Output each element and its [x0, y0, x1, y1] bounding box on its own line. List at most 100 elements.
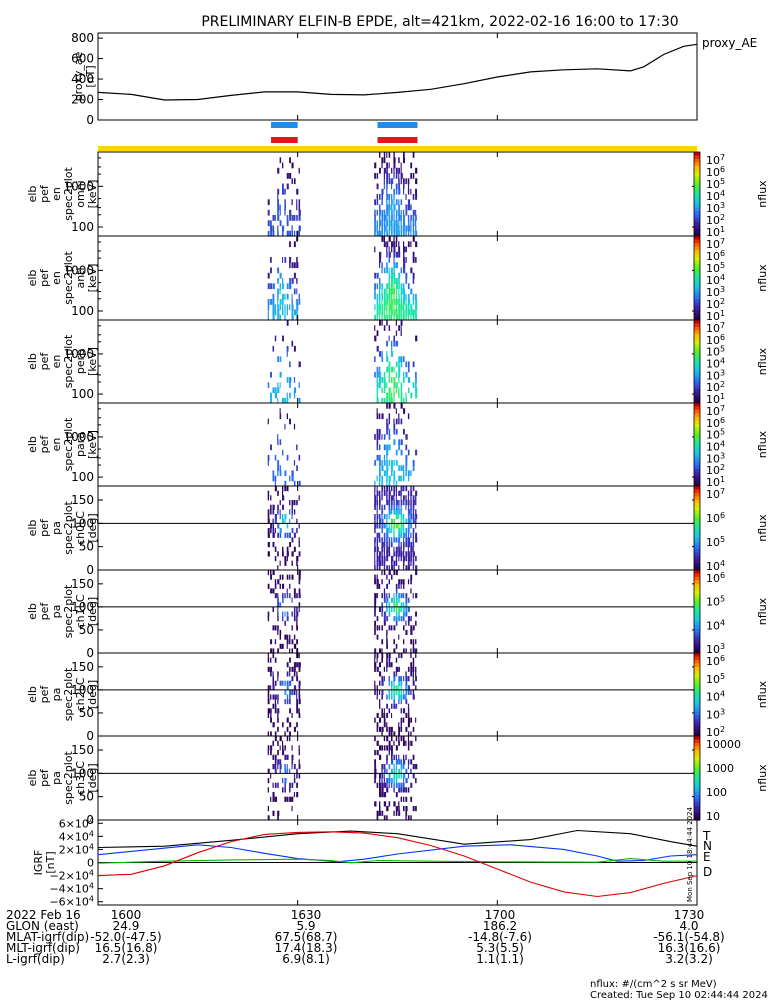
ylabel-line: [deg] — [86, 597, 99, 626]
spectrogram-cell — [279, 602, 282, 608]
colorbar-cell — [694, 570, 700, 575]
spectrogram-cell — [374, 272, 377, 279]
spectrogram-cell — [398, 183, 401, 190]
spectrogram-cell — [374, 680, 376, 686]
spectrogram-cell — [395, 387, 398, 394]
spectrogram-cell — [398, 801, 400, 807]
spectrogram-cell — [279, 470, 282, 477]
colorbar-cell — [694, 556, 700, 561]
colorbar-cell — [694, 795, 700, 800]
spectrogram-cell — [379, 782, 382, 788]
spectrogram-cell — [376, 685, 378, 691]
spectrogram-cell — [381, 708, 383, 714]
spectrogram-cell — [381, 230, 383, 237]
spectrogram-cell — [398, 611, 400, 617]
colorbar-tick-label: 102 — [706, 213, 725, 227]
spectrogram-cell — [415, 215, 417, 221]
spectrogram-cell — [393, 537, 396, 543]
spectrogram-cell — [270, 574, 272, 580]
spectrogram-cell — [277, 215, 280, 221]
spectrogram-cell — [393, 648, 396, 654]
spectrogram-cell — [379, 806, 381, 812]
spectrogram-cell — [400, 602, 403, 608]
colorbar-cell — [694, 663, 700, 668]
spectrogram-cell — [391, 288, 394, 295]
colorbar-cell — [694, 566, 700, 571]
spectrogram-cell — [410, 648, 412, 654]
spectrogram-cell — [296, 236, 298, 242]
colorbar-tick-label: 101 — [706, 475, 725, 489]
spectrogram-cell — [407, 787, 410, 793]
spectrogram-cell — [379, 500, 381, 506]
spectrogram-cell — [296, 773, 298, 779]
spectrogram-cell — [410, 504, 412, 510]
spectrogram-cell — [395, 523, 398, 529]
spectrogram-cell — [410, 689, 412, 695]
spectrogram-cell — [395, 486, 398, 492]
spectrogram-cell — [415, 639, 417, 645]
spectrogram-cell — [405, 392, 407, 399]
spectrogram-cell — [407, 542, 410, 548]
spectrogram-cell — [400, 546, 402, 552]
spectrogram-cell — [405, 556, 408, 562]
colorbar-cell — [694, 354, 700, 359]
spectrogram-cell — [405, 712, 408, 718]
spectrogram-cell — [410, 518, 412, 524]
igrf-panel: 6×1044×1042×1040−2×104−4×104−6×104TNEDMo… — [49, 806, 712, 908]
spectrogram-cell — [398, 694, 401, 700]
spectrogram-cell — [410, 815, 412, 821]
colorbar-cell — [694, 225, 700, 230]
spectrogram-cell — [405, 246, 407, 253]
spectrogram-cell — [405, 470, 407, 477]
spectrogram-cell — [383, 225, 386, 232]
perp-energy-ylabel: elb pef en spec2plot perp [keV] — [26, 334, 99, 388]
spectrogram-cell — [398, 740, 400, 746]
spectrogram-cell — [379, 293, 381, 300]
spectrogram-cell — [407, 708, 410, 714]
spectrogram-cell — [386, 768, 388, 774]
spectrogram-cell — [296, 299, 299, 305]
spectrogram-cell — [398, 366, 401, 373]
spectrogram-cell — [403, 225, 405, 232]
spectrogram-cell — [410, 639, 413, 645]
spectrogram-cell — [410, 220, 412, 227]
spectrogram-cell — [393, 377, 396, 383]
spectrogram-cell — [391, 366, 394, 373]
spectrogram-cell — [270, 504, 272, 510]
spectrogram-cell — [398, 542, 400, 548]
spectrogram-cell — [289, 583, 291, 589]
spectrogram-cell — [270, 712, 272, 718]
spectrogram-cell — [277, 551, 279, 557]
colorbar-cell — [694, 677, 700, 682]
colorbar-cell — [694, 673, 700, 678]
spectrogram-cell — [415, 309, 417, 316]
spectrogram-cell — [410, 560, 412, 566]
spectrogram-cells — [267, 320, 418, 404]
spectrogram-cell — [398, 387, 400, 394]
spectrogram-cell — [282, 183, 284, 190]
spectrogram-cell — [272, 225, 275, 232]
colorbar-tick-label: 102 — [706, 463, 725, 477]
spectrogram-cell — [376, 574, 378, 580]
colorbar-cell — [694, 813, 700, 818]
spectrogram-cell — [386, 759, 388, 765]
colorbar-cell — [694, 330, 700, 335]
spectrogram-cell — [388, 267, 390, 274]
spectrogram-cell — [400, 397, 403, 404]
colorbar-cell — [694, 423, 700, 428]
y-tick-label: 100 — [71, 470, 94, 484]
spectrogram-cell — [388, 236, 391, 242]
spectrogram-cell — [388, 272, 391, 279]
spectrogram-cell — [400, 518, 403, 524]
spectrogram-cell — [407, 620, 410, 626]
spectrogram-cell — [388, 689, 390, 695]
spectrogram-cell — [410, 616, 412, 622]
spectrogram-cell — [410, 509, 412, 515]
y-tick-label: 4×104 — [59, 829, 94, 843]
spectrogram-cell — [395, 504, 398, 510]
ylabel-line: IGRF — [32, 850, 45, 876]
spectrogram-cell — [388, 283, 391, 290]
spectrogram-cell — [381, 209, 384, 216]
